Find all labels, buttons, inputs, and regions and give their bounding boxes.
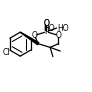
Polygon shape: [20, 32, 39, 45]
Text: P: P: [44, 27, 49, 36]
Text: Cl: Cl: [3, 48, 10, 57]
Text: HO: HO: [57, 24, 69, 33]
Text: O: O: [32, 31, 37, 40]
Text: O: O: [44, 19, 49, 28]
Text: O: O: [44, 19, 49, 28]
Text: HO: HO: [43, 24, 55, 33]
Text: O: O: [55, 31, 61, 40]
